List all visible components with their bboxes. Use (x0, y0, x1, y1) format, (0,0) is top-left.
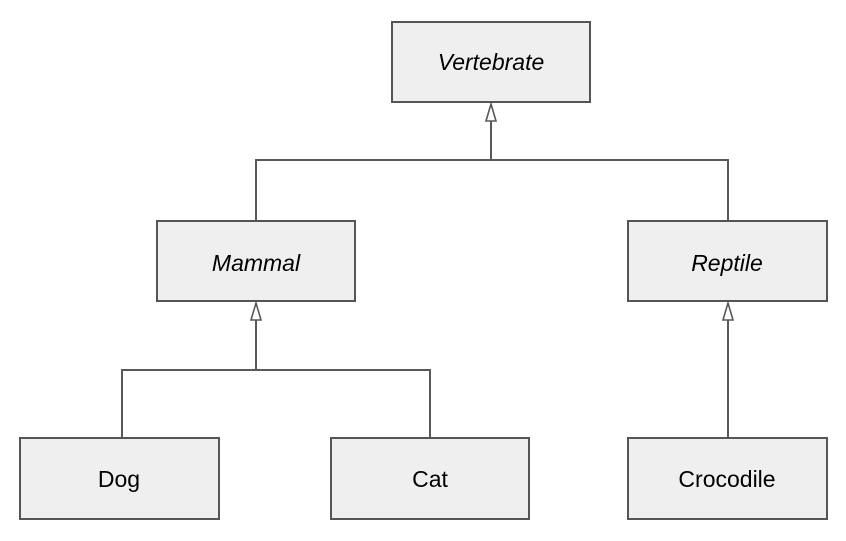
class-node-dog: Dog (19, 437, 220, 520)
class-label-dog: Dog (98, 466, 140, 492)
class-box-dog (19, 437, 220, 520)
class-box-vertebrate (391, 21, 591, 103)
class-node-vertebrate: Vertebrate (391, 21, 591, 103)
class-label-reptile: Reptile (691, 250, 763, 276)
edge-cat-to-mammal (256, 369, 431, 438)
class-label-vertebrate: Vertebrate (438, 49, 545, 75)
class-label-crocodile: Crocodile (678, 466, 775, 492)
class-box-crocodile (627, 437, 828, 520)
class-node-mammal: Mammal (156, 220, 356, 302)
class-node-reptile: Reptile (627, 220, 828, 302)
edge-dog-to-mammal (121, 369, 256, 438)
edge-reptile-to-vertebrate (491, 159, 729, 221)
class-box-reptile (627, 220, 828, 302)
generalization-arrow-mammal (249, 300, 263, 321)
generalization-arrow-vertebrate (484, 101, 498, 122)
connectors (121, 101, 735, 438)
class-label-mammal: Mammal (212, 250, 301, 276)
class-node-crocodile: Crocodile (627, 437, 828, 520)
class-node-cat: Cat (330, 437, 530, 520)
class-box-mammal (156, 220, 356, 302)
class-label-cat: Cat (412, 466, 448, 492)
class-box-cat (330, 437, 530, 520)
generalization-arrow-reptile (721, 300, 735, 321)
edge-mammal-to-vertebrate (255, 159, 491, 221)
